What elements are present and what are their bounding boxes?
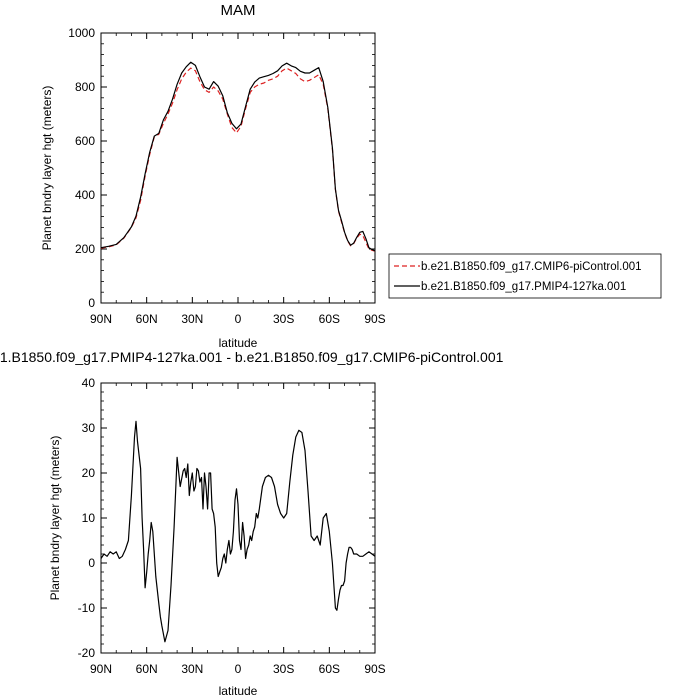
- top-xtick-label: 0: [235, 312, 242, 326]
- bottom-ytick-label: 30: [82, 421, 96, 435]
- bottom-xtick-label: 0: [235, 662, 242, 676]
- top-xtick-label: 30N: [181, 312, 203, 326]
- bottom-ytick-label: 10: [82, 511, 96, 525]
- legend: b.e21.B1850.f09_g17.CMIP6-piControl.001 …: [388, 253, 662, 299]
- bottom-xtick-label: 30S: [273, 662, 294, 676]
- bottom-series-group: [100, 420, 376, 643]
- bottom-xtick-label: 30N: [181, 662, 203, 676]
- bottom-xtick-label: 90S: [364, 662, 385, 676]
- top-xtick-label: 90N: [90, 312, 112, 326]
- top-ytick-label: 0: [88, 296, 95, 310]
- legend-label-picontrol: b.e21.B1850.f09_g17.CMIP6-piControl.001: [421, 261, 642, 273]
- bottom-ytick-label: -10: [78, 601, 96, 615]
- top-ytick-label: 1000: [68, 26, 95, 40]
- bottom-panel: b.e21.B1850.f09_g17.PMIP4-127ka.001 - b.…: [0, 349, 504, 698]
- bottom-axis-ticks: 90N 60N 30N 0 30S 60S 90S -20 -10 0 10 20 30 40: [78, 376, 386, 676]
- bottom-ytick-label: 40: [82, 376, 96, 390]
- bottom-ytick-label: 20: [82, 466, 96, 480]
- bottom-ytick-label: -20: [78, 646, 96, 660]
- top-panel: MAM 90N 60N 30N 0 30S 60S 90S 0 200 400 600 800 1000…: [40, 2, 386, 350]
- bottom-ytick-label: 0: [88, 556, 95, 570]
- top-axis-ticks: 90N 60N 30N 0 30S 60S 90S 0 200 400 600 800 1000: [68, 26, 385, 326]
- legend-box: [388, 253, 662, 299]
- top-xtick-label: 30S: [273, 312, 294, 326]
- top-series-group: [100, 61, 376, 252]
- top-xaxis-label: latitude: [219, 336, 258, 350]
- top-ytick-label: 600: [75, 134, 95, 148]
- bottom-xtick-label: 60S: [319, 662, 340, 676]
- top-ytick-label: 800: [75, 80, 95, 94]
- bottom-series-line-0: [100, 420, 376, 643]
- top-yaxis-label: Planet bndry layer hgt (meters): [40, 86, 54, 251]
- top-xtick-label: 60S: [319, 312, 340, 326]
- top-xtick-label: 60N: [136, 312, 158, 326]
- bottom-xaxis-label: latitude: [219, 684, 258, 698]
- bottom-xtick-label: 90N: [90, 662, 112, 676]
- top-chart-title: MAM: [221, 2, 256, 19]
- top-series-line-1: [100, 61, 376, 252]
- bottom-chart-title: b.e21.B1850.f09_g17.PMIP4-127ka.001 - b.…: [0, 349, 504, 365]
- top-series-line-0: [100, 67, 376, 252]
- legend-label-127ka: b.e21.B1850.f09_g17.PMIP4-127ka.001: [421, 281, 626, 293]
- bottom-xtick-label: 60N: [136, 662, 158, 676]
- top-ytick-label: 400: [75, 188, 95, 202]
- top-xtick-label: 90S: [364, 312, 385, 326]
- bottom-yaxis-label: Planet bndry layer hgt (meters): [48, 436, 62, 601]
- top-ytick-label: 200: [75, 242, 95, 256]
